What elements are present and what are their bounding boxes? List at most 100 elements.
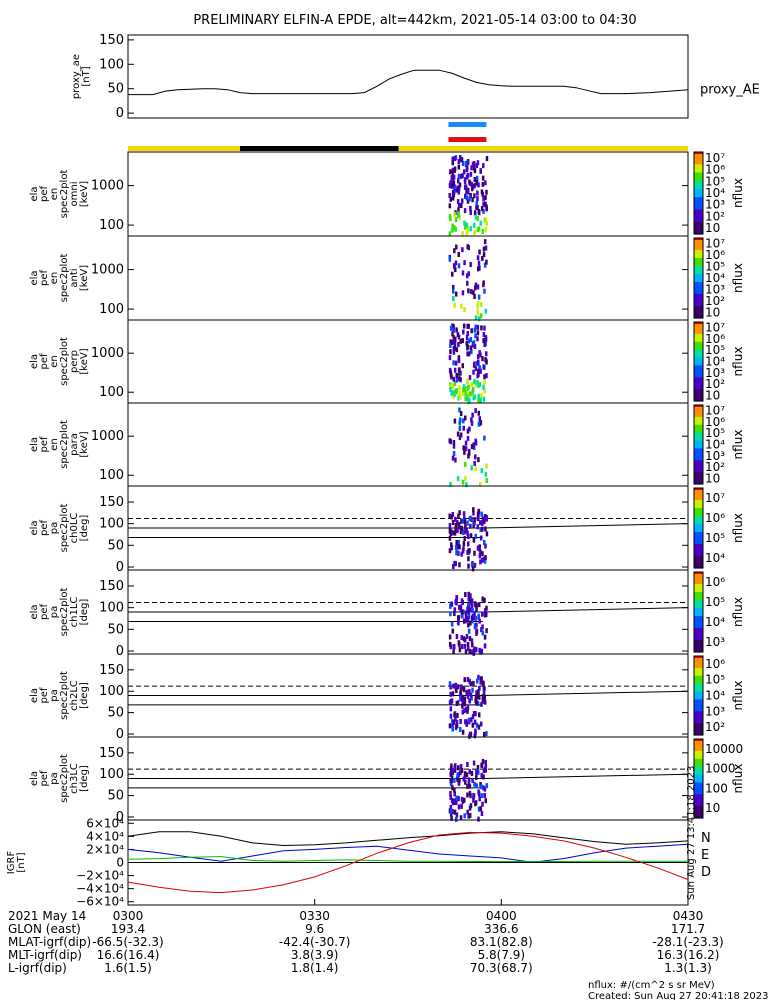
ela-pef-pa-spec2plot-ch2LC-ytick-label: 50: [107, 706, 124, 721]
ela-pef-en-spec2plot-omni-cell: [449, 216, 452, 222]
ela-pef-en-spec2plot-perp-cell: [453, 380, 457, 386]
ela-pef-pa-spec2plot-ch3LC-ylabel-line: ela: [29, 771, 40, 786]
ela-pef-pa-spec2plot-ch1LC-cell: [485, 628, 488, 634]
ela-pef-pa-spec2plot-ch0LC-cell: [448, 528, 452, 534]
ela-pef-pa-spec2plot-ch1LC-colorbar-cell: [694, 600, 703, 603]
ela-pef-pa-spec2plot-ch0LC-cell: [469, 533, 473, 539]
ela-pef-pa-spec2plot-ch0LC-cell: [452, 564, 455, 570]
ela-pef-pa-spec2plot-ch2LC-cell: [470, 717, 473, 723]
ela-pef-pa-spec2plot-ch0LC-colorbar-cell: [694, 558, 703, 561]
ela-pef-pa-spec2plot-ch0LC-ytick-label: 0: [116, 560, 124, 575]
ela-pef-pa-spec2plot-ch2LC-cell: [449, 706, 453, 712]
ela-pef-en-spec2plot-omni-cell: [451, 193, 455, 199]
ela-pef-pa-spec2plot-ch3LC-cell: [453, 787, 456, 793]
ela-pef-pa-spec2plot-ch1LC-cell: [469, 620, 472, 626]
ela-pef-en-spec2plot-anti-colorbar-cell: [694, 316, 703, 319]
ela-pef-pa-spec2plot-ch1LC-colorbar-cell: [694, 608, 703, 611]
ela-pef-pa-spec2plot-ch3LC-cell: [479, 806, 482, 812]
ela-pef-en-spec2plot-para-colorbar-tick: 10⁶: [705, 415, 725, 429]
ela-pef-pa-spec2plot-ch1LC-cell: [464, 610, 468, 616]
proxy-ae-ylabel-line: proxy_ae: [71, 54, 82, 99]
ela-pef-pa-spec2plot-ch3LC-cell: [480, 793, 484, 799]
ela-pef-en-spec2plot-para-cell: [474, 438, 477, 444]
ela-pef-en-spec2plot-anti-colorbar-cell: [694, 288, 703, 291]
ela-pef-pa-spec2plot-ch2LC-colorbar-cell: [694, 707, 703, 710]
ela-pef-en-spec2plot-omni-ylabel-line: spec2plot: [59, 170, 70, 219]
ela-pef-en-spec2plot-omni-cell: [453, 211, 456, 217]
ela-pef-pa-spec2plot-ch1LC-ylabel-line: pa: [49, 606, 60, 618]
ela-pef-en-spec2plot-perp-cell: [479, 397, 482, 403]
ela-pef-pa-spec2plot-ch1LC-colorbar-cell: [694, 624, 703, 627]
ela-pef-pa-spec2plot-ch3LC-colorbar-frame: [693, 738, 704, 819]
ela-pef-pa-spec2plot-ch3LC-colorbar-cell: [694, 748, 703, 752]
ela-pef-en-spec2plot-para-colorbar-cell: [694, 406, 703, 410]
ela-pef-en-spec2plot-perp-colorbar-label-text: nflux: [731, 347, 745, 377]
ela-pef-pa-spec2plot-ch2LC-cell: [454, 682, 457, 688]
ela-pef-en-spec2plot-perp-cell: [485, 373, 488, 379]
ela-pef-en-spec2plot-perp-cell: [452, 349, 456, 355]
ela-pef-pa-spec2plot-ch1LC-cell: [467, 622, 470, 628]
ela-pef-pa-spec2plot-ch3LC-colorbar-cell: [694, 808, 703, 811]
ela-pef-en-spec2plot-para-colorbar-label-text: nflux: [731, 430, 745, 460]
ela-pef-pa-spec2plot-ch1LC-cell: [475, 602, 478, 608]
ela-pef-en-spec2plot-para-cell: [474, 408, 477, 414]
ela-pef-pa-spec2plot-ch3LC-cell: [450, 775, 454, 781]
ela-pef-pa-spec2plot-ch1LC-cell: [474, 647, 478, 653]
ela-pef-pa-spec2plot-ch3LC-cell: [453, 777, 456, 783]
ela-pef-pa-spec2plot-ch1LC-cell: [475, 606, 478, 612]
ela-pef-en-spec2plot-para-colorbar-cell: [694, 428, 703, 432]
ela-pef-en-spec2plot-perp-cell: [468, 391, 472, 397]
ela-pef-en-spec2plot-perp-cell: [449, 349, 452, 355]
ela-pef-pa-spec2plot-ch0LC-colorbar-tick: 10⁶: [705, 511, 725, 525]
ela-pef-pa-spec2plot-ch0LC-cell: [450, 514, 453, 520]
ela-pef-en-spec2plot-omni-cell: [469, 171, 473, 177]
ela-pef-pa-spec2plot-ch3LC-colorbar-cell: [694, 739, 703, 742]
ela-pef-en-spec2plot-omni-cell: [471, 161, 475, 167]
ela-pef-en-spec2plot-anti-colorbar-cell: [694, 252, 703, 255]
ela-pef-en-spec2plot-para-colorbar-cell: [694, 442, 703, 446]
ela-pef-en-spec2plot-anti-cell: [455, 244, 458, 250]
ela-pef-pa-spec2plot-ch2LC-colorbar-cell: [694, 677, 703, 681]
ela-pef-en-spec2plot-omni-ylabel-line: pef: [39, 186, 50, 203]
ela-pef-en-spec2plot-para-ylabel-line: [keV]: [79, 431, 90, 457]
ela-pef-pa-spec2plot-ch2LC-cell: [466, 708, 469, 714]
ela-pef-pa-spec2plot-ch0LC-cell: [460, 551, 463, 557]
ela-pef-pa-spec2plot-ch1LC-colorbar-cell: [694, 638, 703, 641]
ela-pef-pa-spec2plot-ch2LC-colorbar-cell: [694, 713, 703, 716]
ela-pef-en-spec2plot-omni-cell: [475, 200, 478, 206]
ela-pef-en-spec2plot-para-ytick-label: 1000: [91, 429, 124, 444]
ela-pef-en-spec2plot-omni-colorbar-cell: [694, 160, 703, 163]
ela-pef-en-spec2plot-perp-cell: [473, 327, 477, 333]
ela-pef-pa-spec2plot-ch1LC-cell: [470, 598, 474, 604]
ela-pef-en-spec2plot-omni-cell: [473, 229, 476, 235]
ela-pef-pa-spec2plot-ch3LC-cell: [467, 780, 471, 786]
ela-pef-en-spec2plot-anti-colorbar-cell: [694, 280, 703, 283]
ela-pef-pa-spec2plot-ch0LC-line: [482, 523, 689, 529]
ela-pef-en-spec2plot-perp-ytick-label: 100: [99, 385, 124, 400]
ela-pef-pa-spec2plot-ch1LC-colorbar-cell: [694, 634, 703, 637]
ela-pef-en-spec2plot-omni-cell: [473, 222, 476, 228]
proxy-ae-ytick-label: 150: [99, 33, 124, 48]
ela-pef-pa-spec2plot-ch1LC-cell: [472, 650, 475, 656]
ela-pef-pa-spec2plot-ch2LC-cell: [463, 701, 467, 707]
ela-pef-pa-spec2plot-ch1LC-colorbar-cell: [694, 644, 703, 647]
ela-pef-en-spec2plot-perp-colorbar-cell: [694, 377, 703, 380]
ela-pef-pa-spec2plot-ch3LC-cell: [472, 797, 475, 803]
ela-pef-pa-spec2plot-ch2LC-cell: [451, 718, 454, 724]
ela-pef-pa-spec2plot-ch2LC-colorbar-cell: [694, 711, 703, 714]
ela-pef-en-spec2plot-para-cell: [456, 476, 460, 482]
ela-pef-en-spec2plot-omni-colorbar-cell: [694, 227, 703, 231]
ela-pef-en-spec2plot-anti-cell: [460, 303, 463, 309]
ela-pef-en-spec2plot-omni-cell: [458, 182, 462, 188]
ela-pef-en-spec2plot-para-colorbar-tick: 10²: [705, 460, 725, 474]
ela-pef-pa-spec2plot-ch3LC-cell: [455, 812, 459, 818]
ela-pef-en-spec2plot-para-colorbar-cell: [694, 405, 703, 408]
ela-pef-en-spec2plot-omni-cell: [480, 189, 484, 195]
ela-pef-en-spec2plot-omni-cell: [456, 199, 460, 205]
ela-pef-pa-spec2plot-ch2LC-cell: [483, 694, 487, 700]
ela-pef-pa-spec2plot-ch0LC-cell: [460, 518, 463, 524]
ela-pef-en-spec2plot-omni-cell: [461, 161, 465, 167]
ela-pef-en-spec2plot-para-colorbar-cell: [694, 482, 703, 485]
ela-pef-en-spec2plot-para-cell: [456, 431, 460, 437]
footer-created: Created: Sun Aug 27 20:41:18 2023: [588, 991, 768, 1000]
